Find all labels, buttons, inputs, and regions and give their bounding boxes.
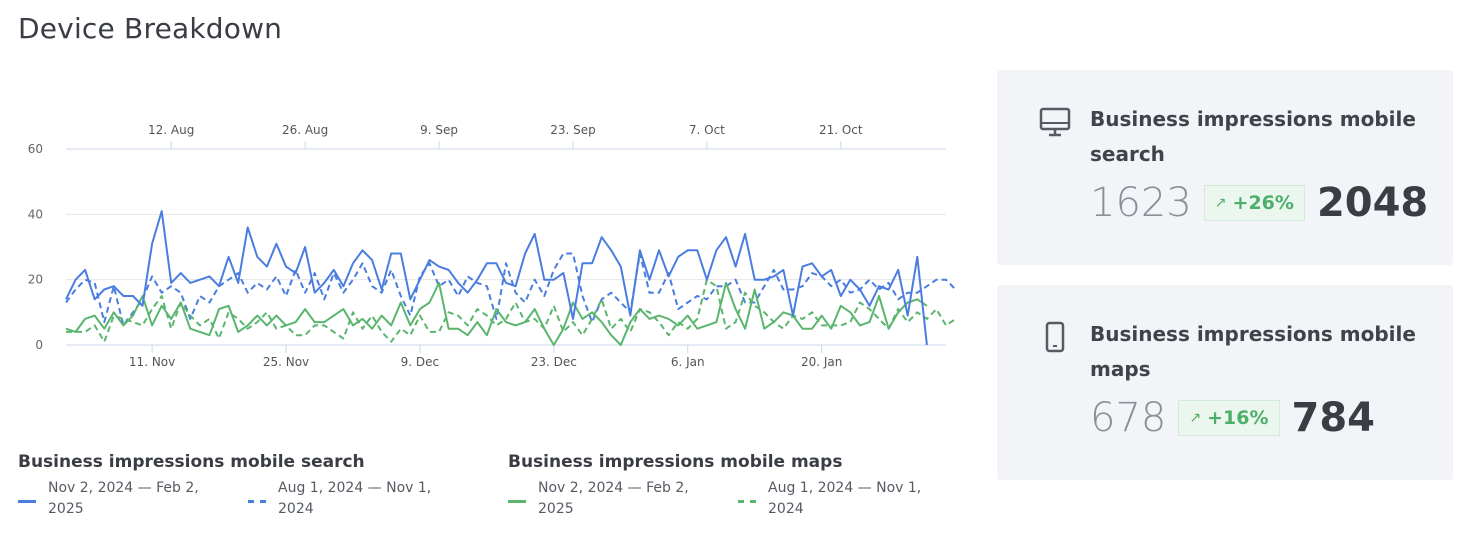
x-tick-label-current: 9. Dec <box>401 355 439 369</box>
legend-label: Nov 2, 2024 — Feb 2, 2025 <box>538 480 689 517</box>
x-tick-label-previous: 21. Oct <box>819 123 863 137</box>
series-line-business-impressions-mobile-maps-solid <box>65 281 928 346</box>
x-tick-label-previous: 26. Aug <box>282 123 328 137</box>
x-tick-label-current: 20. Jan <box>801 355 842 369</box>
change-value: +16% <box>1207 407 1269 429</box>
metric-name: Business impressions mobile maps <box>1090 322 1416 381</box>
current-value: 2048 <box>1316 180 1429 226</box>
y-tick-label: 0 <box>35 338 43 352</box>
metric-card-mobile-maps: Business impressions mobile maps 678 ↗ +… <box>997 285 1453 480</box>
solid-line-swatch-icon <box>18 500 36 503</box>
series-line-business-impressions-mobile-search-solid <box>65 210 928 346</box>
line-chart: 0 20 40 60 11. Nov 25. Nov 9. Dec 23. Dec 6. Jan… <box>28 123 957 369</box>
trend-up-icon: ↗ <box>1214 195 1227 211</box>
x-tick-label-previous: 23. Sep <box>550 123 596 137</box>
legend-label: Aug 1, 2024 — Nov 1, 2024 <box>278 480 432 517</box>
y-tick-label: 20 <box>28 273 43 287</box>
page-title: Device Breakdown <box>18 12 283 45</box>
legend-title: Business impressions mobile search <box>18 452 365 472</box>
previous-value: 1623 <box>1090 180 1192 226</box>
x-tick-label-previous: 12. Aug <box>148 123 194 137</box>
x-tick-label-current: 6. Jan <box>671 355 705 369</box>
legend-item-current[interactable]: Nov 2, 2024 — Feb 2, 2025 <box>508 478 718 520</box>
change-value: +26% <box>1232 192 1294 214</box>
legend-label: Nov 2, 2024 — Feb 2, 2025 <box>48 480 199 517</box>
trend-up-icon: ↗ <box>1189 410 1202 426</box>
legend-label: Aug 1, 2024 — Nov 1, 2024 <box>768 480 922 517</box>
current-value: 784 <box>1291 395 1376 441</box>
x-tick-label-previous: 9. Sep <box>420 123 458 137</box>
y-tick-label: 60 <box>28 142 43 156</box>
solid-line-swatch-icon <box>508 500 526 503</box>
x-tick-label-current: 23. Dec <box>531 355 577 369</box>
metric-name: Business impressions mobile search <box>1090 107 1416 166</box>
x-tick-label-current: 25. Nov <box>263 355 309 369</box>
legend-title: Business impressions mobile maps <box>508 452 843 472</box>
previous-value: 678 <box>1090 395 1167 441</box>
series-line-business-impressions-mobile-search-dashed <box>65 252 957 327</box>
legend-item-current[interactable]: Nov 2, 2024 — Feb 2, 2025 <box>18 478 228 520</box>
x-tick-label-current: 11. Nov <box>129 355 175 369</box>
desktop-icon <box>1039 107 1071 137</box>
legend-group-maps: Business impressions mobile maps Nov 2, … <box>508 452 948 520</box>
legend-group-search: Business impressions mobile search Nov 2… <box>18 452 458 520</box>
change-badge: ↗ +16% <box>1178 400 1280 436</box>
dashed-line-swatch-icon <box>248 500 266 503</box>
dashed-line-swatch-icon <box>738 500 756 503</box>
y-tick-label: 40 <box>28 207 43 221</box>
mobile-icon <box>1045 321 1065 353</box>
legend-item-previous[interactable]: Aug 1, 2024 — Nov 1, 2024 <box>248 478 458 520</box>
legend-item-previous[interactable]: Aug 1, 2024 — Nov 1, 2024 <box>738 478 948 520</box>
metric-card-mobile-search: Business impressions mobile search 1623 … <box>997 70 1453 265</box>
change-badge: ↗ +26% <box>1203 185 1305 221</box>
x-tick-label-previous: 7. Oct <box>689 123 725 137</box>
